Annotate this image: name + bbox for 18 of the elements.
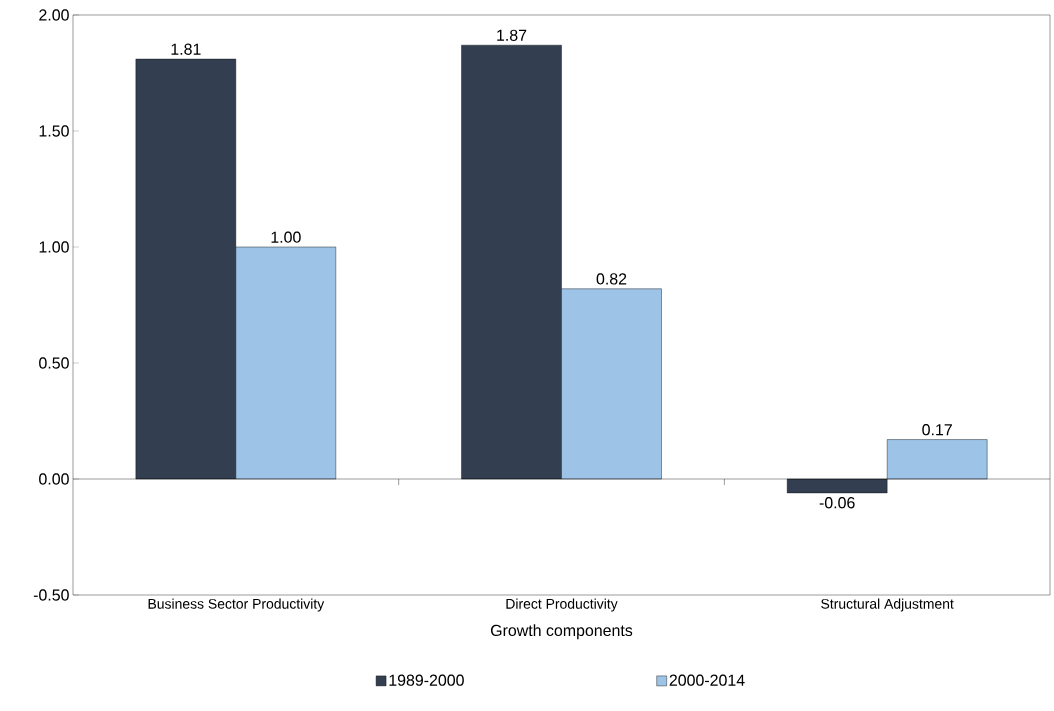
text: 0.17 [922, 424, 952, 436]
y-tick-label: -0.50 [33, 589, 69, 601]
text: 1.00 [271, 231, 301, 243]
x-tick-label: Business Sector Productivity [148, 598, 325, 612]
text: -0.06 [819, 497, 855, 509]
text: 1.87 [497, 29, 527, 41]
y-tick-label: 1.50 [39, 125, 69, 137]
y-tick-label: 1.00 [39, 241, 69, 253]
legend-label: 1989-2000 [389, 674, 464, 686]
text: 1.81 [171, 43, 201, 55]
x-axis-title: Growth components [490, 624, 633, 640]
x-tick-label: Direct Productivity [506, 598, 618, 612]
y-tick-label: 0.50 [39, 357, 69, 369]
legend-label: 2000-2014 [669, 674, 745, 686]
x-tick-label: Structural Adjustment [821, 598, 954, 612]
text: 0.82 [596, 273, 627, 285]
y-tick-label: 0.00 [39, 473, 69, 485]
y-tick-label: 2.00 [39, 9, 69, 21]
